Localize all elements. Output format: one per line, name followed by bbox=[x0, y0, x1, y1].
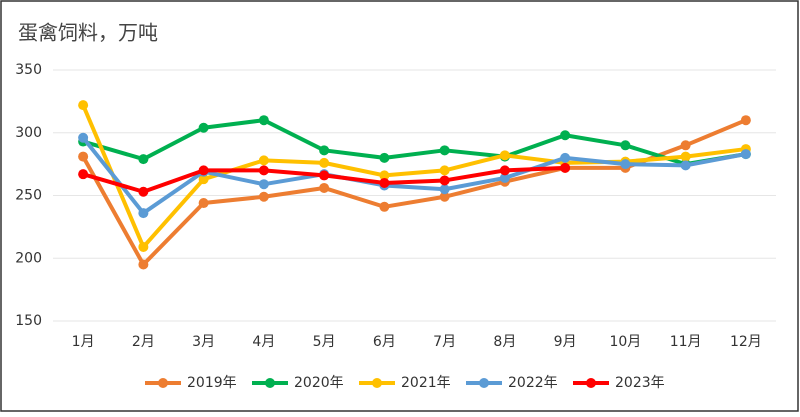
point bbox=[499, 172, 510, 183]
point bbox=[680, 140, 691, 151]
point bbox=[439, 184, 450, 195]
series-line bbox=[81, 136, 747, 216]
x-tick-label: 6月 bbox=[373, 334, 396, 350]
x-tick-label: 5月 bbox=[313, 334, 336, 350]
point bbox=[198, 174, 209, 185]
point bbox=[319, 157, 330, 168]
point bbox=[379, 170, 390, 181]
point bbox=[258, 191, 269, 202]
point bbox=[138, 154, 149, 165]
legend-marker bbox=[265, 378, 275, 388]
point bbox=[78, 151, 89, 162]
point bbox=[620, 159, 631, 170]
point bbox=[439, 175, 450, 186]
point bbox=[78, 169, 89, 180]
legend-marker bbox=[586, 378, 596, 388]
legend-label: 2019年 bbox=[187, 375, 237, 391]
legend-label: 2020年 bbox=[294, 375, 344, 391]
x-tick-label: 1月 bbox=[72, 334, 95, 350]
y-tick-label: 300 bbox=[15, 125, 42, 141]
x-tick-label: 3月 bbox=[192, 334, 215, 350]
point bbox=[379, 152, 390, 163]
point bbox=[319, 182, 330, 193]
point bbox=[138, 241, 149, 252]
y-tick-label: 250 bbox=[15, 188, 42, 204]
point bbox=[258, 115, 269, 126]
x-tick-label: 8月 bbox=[493, 334, 516, 350]
point bbox=[680, 160, 691, 171]
x-tick-label: 11月 bbox=[670, 334, 702, 350]
legend-label: 2023年 bbox=[615, 375, 665, 391]
legend-label: 2021年 bbox=[401, 375, 451, 391]
point bbox=[379, 201, 390, 212]
series-line bbox=[81, 104, 747, 249]
point bbox=[499, 150, 510, 161]
y-tick-label: 150 bbox=[15, 313, 42, 329]
series-line bbox=[82, 118, 747, 167]
legend-marker bbox=[479, 378, 489, 388]
point bbox=[258, 165, 269, 176]
point bbox=[198, 122, 209, 133]
point bbox=[439, 165, 450, 176]
point bbox=[439, 145, 450, 156]
point bbox=[560, 152, 571, 163]
point bbox=[198, 198, 209, 209]
point bbox=[78, 132, 89, 143]
point bbox=[258, 179, 269, 190]
point bbox=[138, 259, 149, 270]
x-tick-label: 12月 bbox=[730, 334, 762, 350]
x-tick-label: 7月 bbox=[433, 334, 456, 350]
point bbox=[319, 170, 330, 181]
legend-marker bbox=[372, 378, 382, 388]
point bbox=[740, 149, 751, 160]
point bbox=[198, 165, 209, 176]
x-tick-label: 4月 bbox=[252, 334, 275, 350]
point bbox=[740, 115, 751, 126]
y-tick-label: 200 bbox=[15, 250, 42, 266]
y-tick-label: 350 bbox=[15, 62, 42, 78]
point bbox=[560, 130, 571, 141]
point bbox=[319, 145, 330, 156]
point bbox=[680, 151, 691, 162]
x-tick-label: 10月 bbox=[609, 334, 641, 350]
x-tick-label: 9月 bbox=[554, 334, 577, 350]
point bbox=[78, 100, 89, 111]
point bbox=[439, 191, 450, 202]
point bbox=[560, 162, 571, 173]
point bbox=[379, 177, 390, 188]
legend-label: 2022年 bbox=[508, 375, 558, 391]
chart-title: 蛋禽饲料，万吨 bbox=[18, 21, 158, 45]
point bbox=[620, 140, 631, 151]
point bbox=[258, 155, 269, 166]
x-tick-label: 2月 bbox=[132, 334, 155, 350]
legend-marker bbox=[158, 378, 168, 388]
point bbox=[138, 186, 149, 197]
point bbox=[138, 208, 149, 219]
point bbox=[499, 165, 510, 176]
